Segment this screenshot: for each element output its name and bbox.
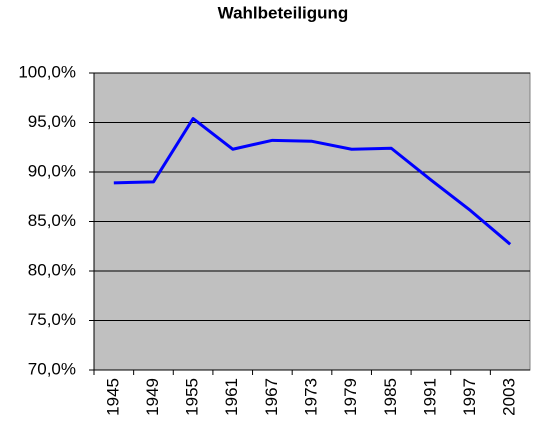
x-tick-label: 1949 (143, 378, 162, 416)
x-tick-label: 1979 (341, 378, 360, 416)
x-tick-label: 1991 (420, 378, 439, 416)
x-tick-label: 2003 (500, 378, 519, 416)
y-tick-label: 95,0% (28, 112, 76, 131)
y-tick-label: 70,0% (28, 359, 76, 378)
y-tick-label: 90,0% (28, 161, 76, 180)
x-tick-label: 1985 (381, 378, 400, 416)
y-tick-label: 75,0% (28, 310, 76, 329)
y-tick-label: 80,0% (28, 260, 76, 279)
chart-title: Wahlbeteiligung (218, 3, 349, 22)
x-tick-label: 1973 (301, 378, 320, 416)
x-tick-label: 1945 (103, 378, 122, 416)
x-tick-label: 1961 (222, 378, 241, 416)
x-tick-label: 1967 (262, 378, 281, 416)
y-tick-label: 85,0% (28, 211, 76, 230)
y-tick-label: 100,0% (18, 62, 76, 81)
x-tick-label: 1997 (460, 378, 479, 416)
line-series (113, 117, 512, 246)
x-tick-label: 1955 (183, 378, 202, 416)
